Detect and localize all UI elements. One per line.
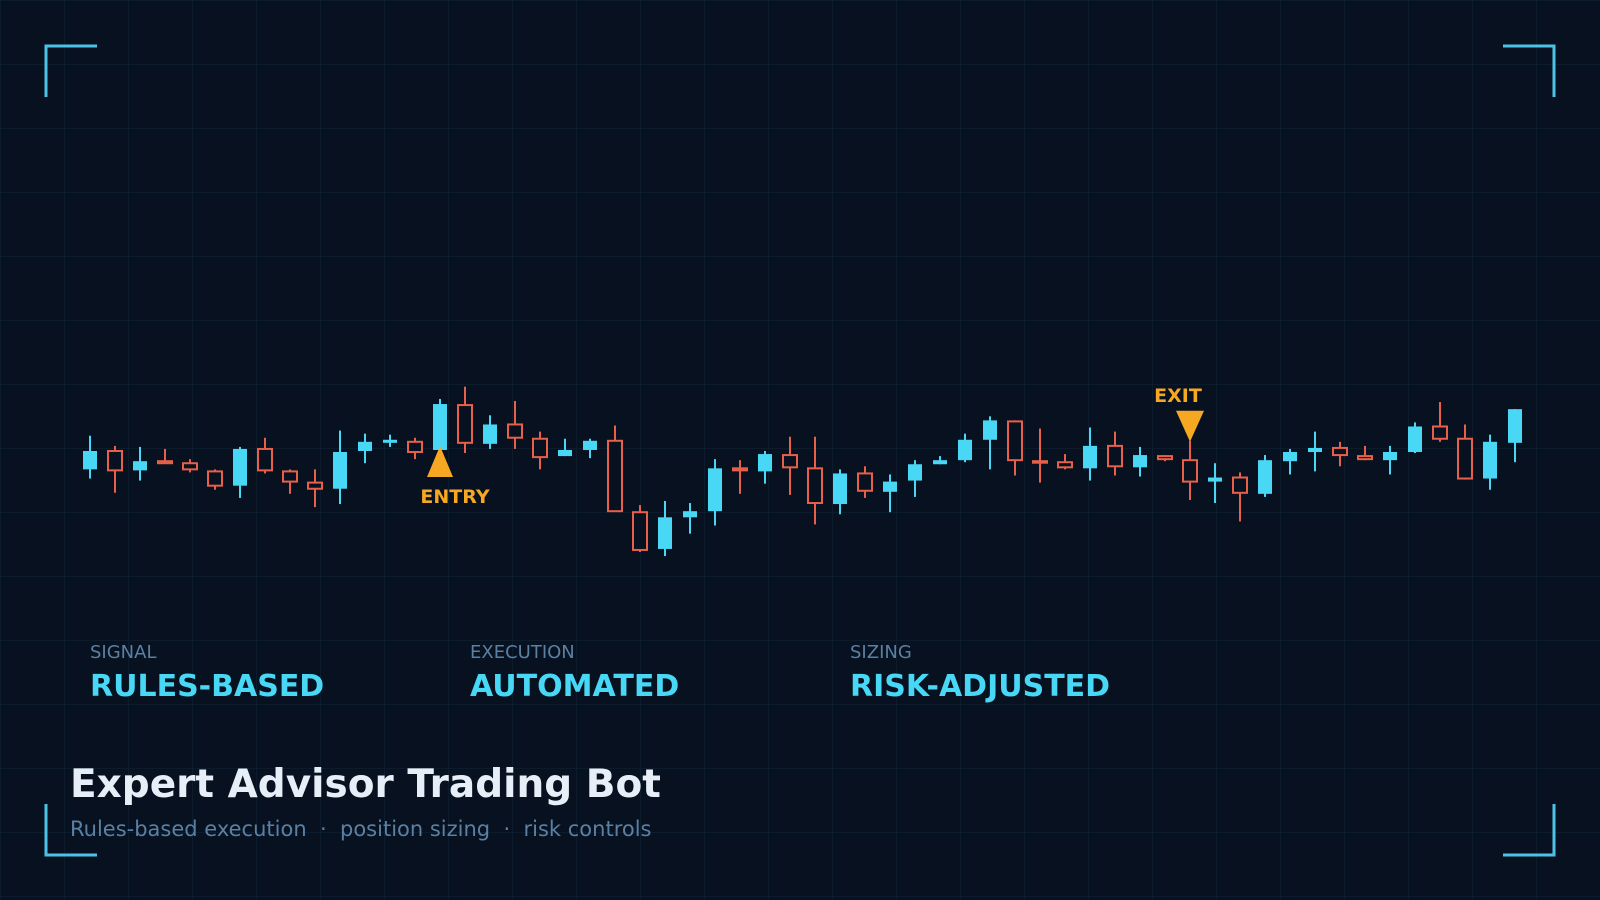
candle-body (1483, 441, 1497, 479)
candle-body (607, 439, 623, 513)
candle-body (507, 423, 523, 439)
candle-body (157, 460, 173, 465)
entry-marker (427, 445, 453, 477)
candle-body (1232, 476, 1248, 494)
candle-body (1383, 452, 1397, 461)
entry-label: ENTRY (420, 486, 489, 508)
corner (44, 804, 97, 857)
candle-body (333, 452, 347, 489)
candle-body (1258, 460, 1272, 494)
candle-body (233, 448, 247, 486)
candle-body (133, 461, 147, 471)
candle-body (383, 439, 397, 443)
corner (1503, 804, 1556, 857)
candle-body (658, 517, 672, 549)
candle-body (1457, 437, 1473, 480)
candle-body (182, 462, 198, 471)
candle-body (433, 404, 447, 450)
candle-body (908, 464, 922, 481)
candle-body (807, 467, 823, 505)
candle-body (1208, 477, 1222, 482)
corner (44, 44, 97, 97)
candle-body (282, 470, 298, 483)
candle-body (1107, 444, 1123, 468)
exit-label: EXIT (1154, 385, 1202, 407)
stat-label: EXECUTION (470, 642, 575, 663)
candle-body (1408, 426, 1422, 453)
exit-marker (1176, 410, 1204, 442)
candle-body (1157, 455, 1173, 461)
candle-body (782, 454, 798, 469)
candle-body (407, 440, 423, 454)
candle-body (1357, 455, 1373, 461)
chart-title: Expert Advisor Trading Bot (70, 762, 661, 807)
candle-body (683, 511, 697, 518)
candle-body (732, 467, 748, 472)
candle-body (457, 404, 473, 444)
candle-body (83, 450, 97, 470)
candle-body (983, 420, 997, 440)
stat-value: RULES-BASED (90, 669, 324, 704)
candle-body (883, 481, 897, 492)
candle-body (632, 511, 648, 551)
candle-body (1508, 409, 1522, 443)
stats: SIGNAL RULES-BASED EXECUTION AUTOMATED SIZIN… (90, 642, 1110, 704)
candle-body (758, 454, 772, 472)
candles: ENTRY EXIT (83, 385, 1522, 557)
candle-body (483, 424, 497, 444)
candle-body (1083, 445, 1097, 469)
stat-value: RISK-ADJUSTED (850, 669, 1110, 704)
candle-body (833, 473, 847, 505)
candle-body (257, 447, 273, 472)
candle-body (307, 481, 323, 490)
stat-label: SIZING (850, 642, 912, 663)
candle-body (1057, 461, 1073, 469)
corner (1503, 44, 1556, 97)
candle-body (207, 470, 223, 487)
candle-body (1182, 459, 1198, 483)
candle-body (857, 472, 873, 492)
candle-body (958, 439, 972, 461)
chart-subtitle: Rules-based execution · position sizing … (70, 817, 652, 841)
candle-body (1133, 455, 1147, 468)
candle-body (358, 441, 372, 451)
candle-body (933, 460, 947, 465)
candle-body (1308, 447, 1322, 453)
candle-body (708, 468, 722, 512)
candle-body (558, 449, 572, 457)
candle-body (1332, 446, 1348, 457)
candle-body (107, 449, 123, 472)
candle-body (1007, 420, 1023, 462)
candle-body (583, 440, 597, 450)
stat-value: AUTOMATED (470, 669, 679, 704)
candle-body (1432, 425, 1448, 440)
candle-body (532, 437, 548, 459)
candle-body (1283, 452, 1297, 462)
stat-label: SIGNAL (90, 642, 157, 663)
candle-body (1032, 460, 1048, 464)
